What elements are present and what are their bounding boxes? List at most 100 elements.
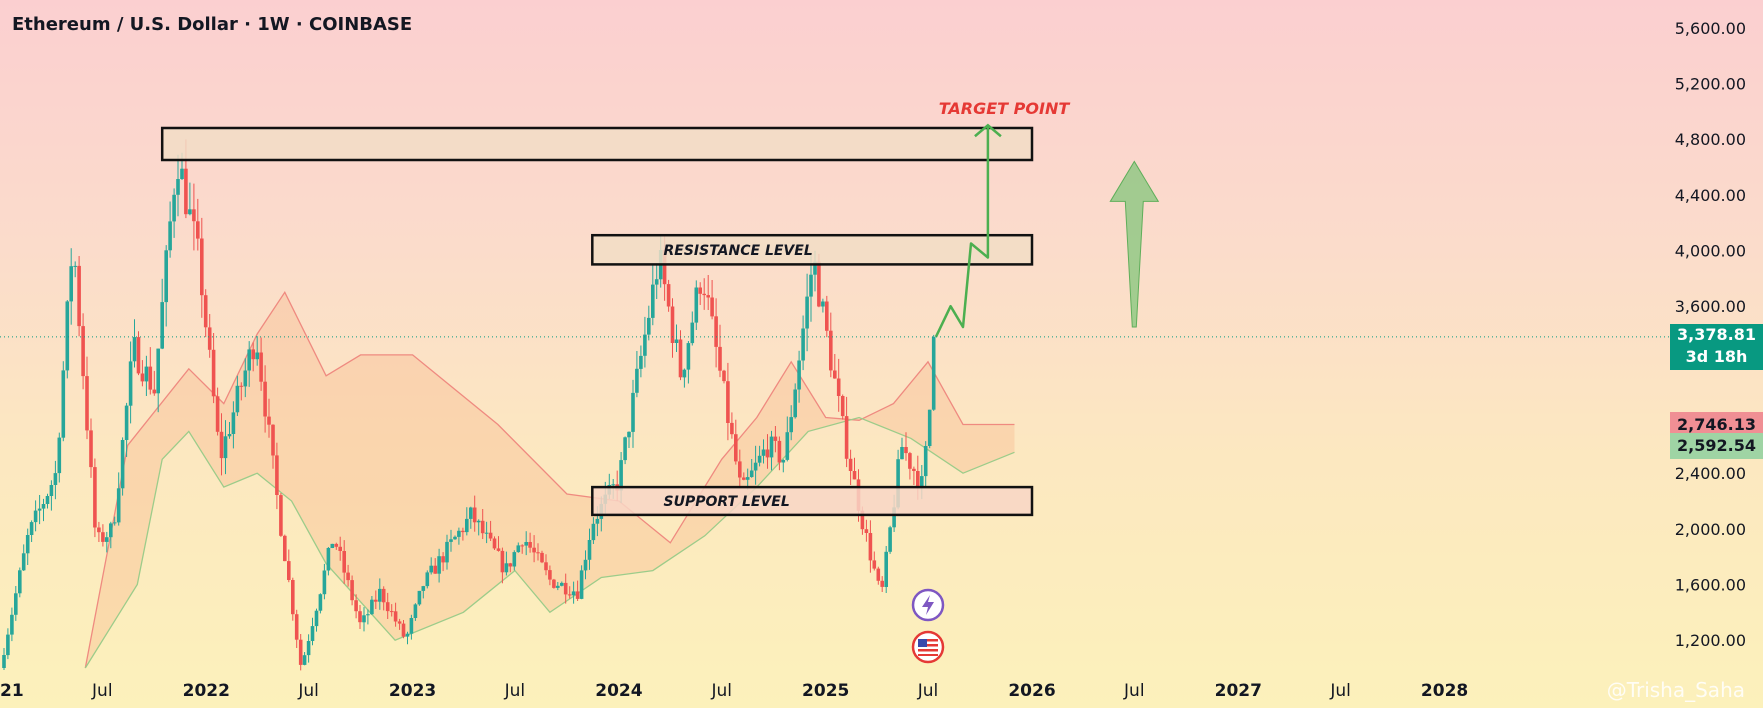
candle [200, 217, 204, 318]
candle-body [797, 360, 801, 390]
candle-body [184, 168, 188, 215]
candle [381, 586, 386, 611]
candle-body [662, 250, 667, 285]
candle-body [457, 530, 461, 537]
candle-body [500, 550, 505, 573]
candle-body [757, 455, 762, 463]
candle-body [120, 440, 125, 489]
candle-body [821, 301, 825, 307]
candle-body [409, 618, 414, 634]
candle [370, 596, 374, 615]
candle [508, 562, 513, 573]
candle-body [702, 293, 706, 296]
candle-body [722, 370, 726, 382]
current-price-tag: 3,378.81 3d 18h [1670, 323, 1763, 370]
lightning-icon[interactable] [911, 588, 945, 622]
candle-body [579, 570, 584, 599]
candle-body [472, 507, 477, 523]
us-flag-icon[interactable] [911, 630, 945, 664]
candle [714, 298, 718, 368]
candle-body [310, 626, 315, 641]
x-tick-label: Jul [710, 681, 732, 701]
candle-body [385, 602, 390, 612]
candle [548, 565, 552, 586]
candle-body [611, 484, 615, 486]
candle-body [686, 343, 691, 370]
candle [888, 525, 892, 554]
candle-body [844, 416, 849, 459]
candle [567, 586, 572, 599]
candle-body [833, 370, 837, 379]
candle-body [793, 389, 797, 418]
candle [318, 593, 323, 614]
candle [417, 590, 422, 606]
candle [93, 458, 97, 538]
candle-body [405, 633, 410, 637]
candle-body [45, 496, 50, 504]
candle [77, 256, 81, 337]
candle [536, 543, 540, 561]
ichimoku-cloud [84, 290, 1015, 669]
candle [587, 528, 592, 570]
candle [302, 652, 307, 666]
projection [0, 123, 1763, 338]
candle [306, 634, 311, 663]
candle-body [148, 366, 153, 390]
candle-body [785, 432, 790, 460]
candle [207, 314, 212, 358]
candle [445, 534, 449, 570]
candle-body [904, 447, 908, 454]
candle-body [469, 507, 473, 519]
candle [247, 341, 251, 387]
candle [694, 280, 699, 330]
candle [453, 535, 457, 540]
candle [560, 581, 564, 587]
candle-body [761, 449, 766, 456]
y-tick-label: 3,600.00 [1675, 297, 1746, 316]
candle-body [540, 552, 544, 563]
candle-body [433, 565, 437, 574]
projection-arrowhead [974, 123, 1002, 138]
zones[interactable]: RESISTANCE LEVEL SUPPORT LEVEL TARGET POIN… [160, 99, 1070, 517]
candle [429, 557, 433, 575]
candle [437, 548, 441, 583]
candle-body [116, 488, 121, 523]
candle-body [825, 301, 829, 331]
candle [674, 324, 679, 352]
candle [730, 412, 734, 439]
candle [156, 348, 160, 413]
candle-body [571, 591, 576, 596]
candle-body [876, 568, 881, 581]
candle-body [654, 279, 659, 285]
candle [908, 451, 912, 480]
candle-body [200, 238, 204, 296]
candle [45, 493, 50, 509]
candle-body [203, 295, 208, 328]
candle [405, 631, 410, 645]
candle-body [69, 266, 73, 302]
candle-body [840, 396, 845, 417]
candle [472, 495, 477, 532]
candle [500, 547, 505, 584]
candle [326, 547, 331, 576]
candle [433, 558, 437, 574]
watermark: @Trisha_Saha [1606, 678, 1745, 702]
candle-body [124, 405, 129, 440]
candle-body [916, 471, 920, 489]
candle-body [37, 508, 42, 511]
candle-body [6, 634, 10, 656]
candle [164, 245, 168, 327]
candle-body [334, 543, 339, 547]
candle [844, 396, 849, 468]
candle [927, 409, 932, 449]
candle-body [817, 261, 821, 307]
candle [872, 551, 877, 571]
candle [168, 201, 172, 258]
candle-body [389, 611, 394, 613]
x-tick-label: Jul [1329, 681, 1351, 701]
candle [635, 351, 639, 398]
candle [148, 347, 153, 395]
candle-body [109, 523, 113, 538]
candle-body [128, 361, 133, 406]
